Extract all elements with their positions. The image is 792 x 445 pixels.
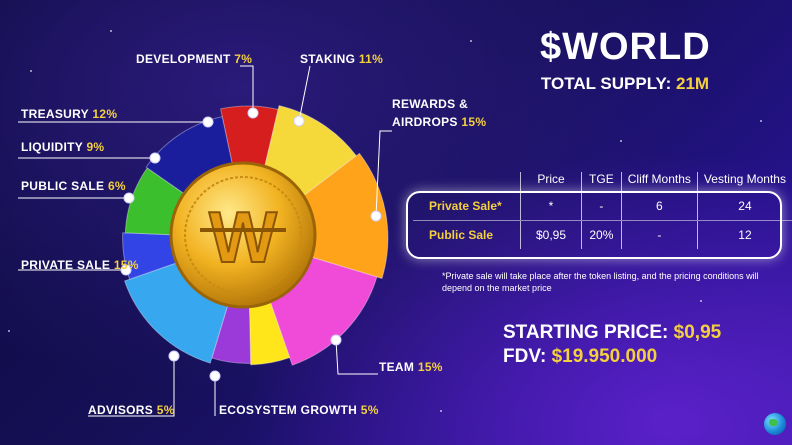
leader-dot [149, 152, 161, 164]
table-cell: 6 [620, 192, 698, 221]
leader-line [298, 65, 311, 122]
table-cell: - [620, 220, 698, 249]
starting-price-label: STARTING PRICE: [503, 322, 669, 343]
slice-label: DEVELOPMENT 7% [136, 52, 252, 66]
leader-line [88, 356, 175, 417]
table-row: Private Sale* * - 6 24 [413, 192, 792, 221]
table-cell: - [580, 192, 622, 221]
slice-label: TREASURY 12% [21, 107, 117, 121]
sale-terms-table: Price TGE Cliff Months Vesting Months Pr… [413, 172, 792, 249]
leader-line [375, 130, 392, 217]
gold-coin-w-icon: W [169, 161, 317, 309]
starting-price: STARTING PRICE: $0,95 [503, 322, 721, 344]
table-cell: * [520, 192, 582, 221]
slice-label: ECOSYSTEM GROWTH 5% [219, 403, 379, 417]
table-cell: $0,95 [520, 220, 582, 249]
table-header-tge: TGE [580, 172, 622, 192]
table-header-cliff: Cliff Months [620, 172, 698, 192]
slice-label: STAKING 11% [300, 52, 383, 66]
leader-line [240, 65, 254, 113]
table-cell: 20% [580, 220, 622, 249]
starting-price-value: $0,95 [673, 322, 722, 343]
table-header-row: Price TGE Cliff Months Vesting Months [413, 172, 792, 192]
leader-dot [209, 370, 221, 382]
leader-dot [168, 350, 180, 362]
leader-dot [123, 192, 135, 204]
row-label: Private Sale* [413, 192, 521, 221]
table-header-price: Price [520, 172, 582, 192]
supply-label: TOTAL SUPPLY: [540, 74, 672, 93]
slice-label: LIQUIDITY 9% [21, 140, 104, 154]
leader-dot [247, 107, 259, 119]
leader-dot [330, 334, 342, 346]
table-row: Public Sale $0,95 20% - 12 [413, 220, 792, 249]
supply-value: 21M [676, 74, 710, 93]
leader-dot [120, 264, 132, 276]
slice-label: TEAM 15% [379, 360, 443, 374]
table-header-vesting: Vesting Months [696, 172, 792, 192]
fdv-value: $19.950.000 [551, 346, 658, 367]
leader-line [335, 339, 378, 375]
globe-icon [764, 413, 786, 435]
slice-label: PUBLIC SALE 6% [21, 179, 126, 193]
total-supply: TOTAL SUPPLY: 21M [540, 74, 710, 94]
slice-label: ADVISORS 5% [88, 403, 175, 417]
fdv-label: FDV: [503, 346, 547, 367]
slice-label: PRIVATE SALE 15% [21, 258, 139, 272]
table-cell: 24 [696, 192, 792, 221]
token-title: $WORLD [540, 26, 711, 68]
svg-text:W: W [209, 198, 277, 278]
leader-dot [370, 210, 382, 222]
row-label: Public Sale [429, 228, 494, 242]
fdv: FDV: $19.950.000 [503, 346, 657, 368]
leader-dot [293, 115, 305, 127]
leader-dot [202, 116, 214, 128]
footnote: *Private sale will take place after the … [442, 271, 759, 293]
table-cell: 12 [696, 220, 792, 249]
table-header-blank [413, 172, 521, 192]
slice-label: REWARDS & AIRDROPS 15% [392, 97, 486, 129]
